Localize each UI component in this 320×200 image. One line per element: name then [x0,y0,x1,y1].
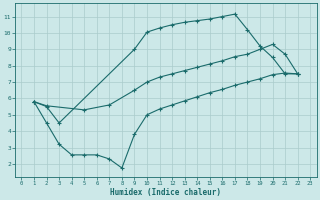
X-axis label: Humidex (Indice chaleur): Humidex (Indice chaleur) [110,188,221,197]
